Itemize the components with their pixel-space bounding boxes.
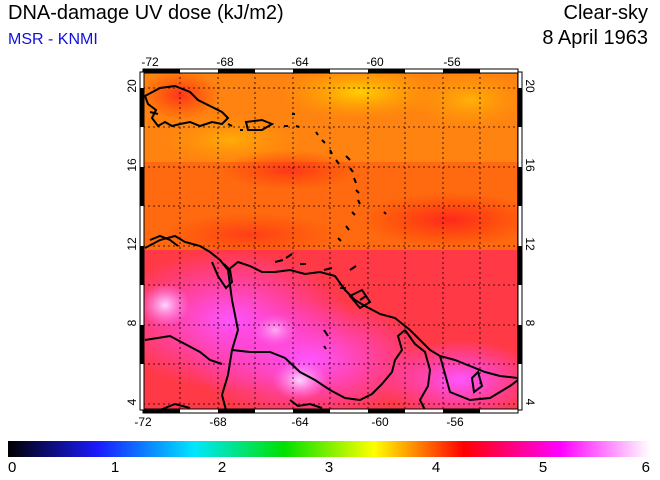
lon-tick-top: -72 <box>141 55 159 69</box>
lat-tick-right: 16 <box>523 158 537 172</box>
lat-tick-right: 20 <box>523 79 537 93</box>
lon-tick-bottom: -56 <box>446 415 464 429</box>
scale-label: 5 <box>538 459 548 476</box>
lon-tick-bottom: -68 <box>209 415 227 429</box>
lat-tick-left: 8 <box>125 319 139 326</box>
lon-tick-top: -56 <box>443 55 461 69</box>
scale-label: 3 <box>324 459 334 476</box>
map-date: 8 April 1963 <box>542 27 648 49</box>
graticule <box>143 72 518 410</box>
map-subtitle: MSR - KNMI <box>8 31 98 48</box>
scale-label: 4 <box>431 459 441 476</box>
lon-tick-bottom: -72 <box>134 415 152 429</box>
lon-tick-top: -68 <box>216 55 234 69</box>
map-title: DNA-damage UV dose (kJ/m2) <box>8 2 284 24</box>
border-ticks <box>139 68 523 414</box>
color-scale-bar <box>8 441 650 457</box>
lon-tick-top: -64 <box>291 55 309 69</box>
lat-tick-left: 20 <box>125 79 139 93</box>
scale-label: 2 <box>217 459 227 476</box>
lon-tick-bottom: -64 <box>291 415 309 429</box>
uv-field <box>143 72 518 410</box>
lat-tick-left: 12 <box>125 237 139 251</box>
lon-tick-top: -60 <box>366 55 384 69</box>
coastlines <box>143 84 518 410</box>
lat-tick-left: 4 <box>125 398 139 405</box>
lat-tick-left: 16 <box>125 158 139 172</box>
scale-label: 1 <box>110 459 120 476</box>
lon-tick-bottom: -60 <box>371 415 389 429</box>
scale-label: 0 <box>8 459 17 476</box>
uv-dose-map: -72 -68 -64 -60 -56 -72 -68 -64 -60 -56 … <box>125 55 537 429</box>
lat-tick-right: 4 <box>523 399 537 406</box>
sky-condition: Clear-sky <box>563 2 648 24</box>
lat-tick-right: 12 <box>523 237 537 251</box>
lat-tick-right: 8 <box>523 320 537 327</box>
scale-label: 6 <box>641 459 650 476</box>
